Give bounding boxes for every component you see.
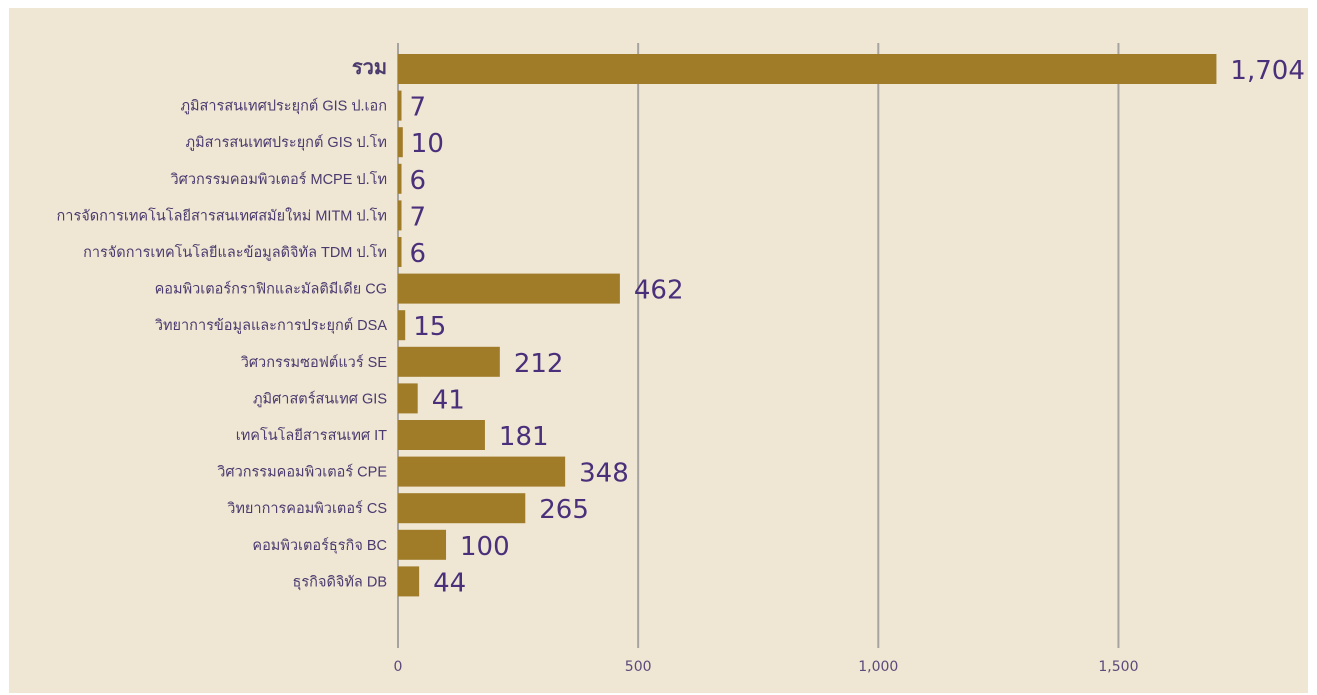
value-label: 462 (634, 276, 684, 306)
value-label: 10 (411, 129, 444, 159)
bar (398, 127, 403, 158)
category-label: ภูมิสารสนเทศประยุกต์ GIS ป.โท (186, 133, 387, 151)
value-label: 15 (413, 312, 446, 342)
category-label: เทคโนโลยีสารสนเทศ IT (236, 426, 387, 444)
value-label: 348 (579, 459, 629, 489)
category-label: การจัดการเทคโนโลยีสารสนเทศสมัยใหม่ MITM … (57, 206, 387, 224)
value-label: 265 (539, 495, 589, 525)
value-label: 41 (432, 385, 465, 415)
value-label: 100 (460, 532, 510, 562)
bar (398, 383, 418, 414)
bar (398, 493, 526, 524)
category-label: คอมพิวเตอร์กราฟิกและมัลติมีเดีย CG (155, 281, 387, 298)
x-tick-label: 1,000 (858, 659, 898, 675)
value-label: 6 (410, 239, 427, 269)
category-label: ธุรกิจดิจิทัล DB (293, 574, 387, 590)
x-tick-label: 0 (394, 659, 403, 675)
value-label: 212 (514, 349, 564, 379)
value-label: 6 (410, 166, 427, 196)
value-label: 181 (499, 422, 549, 452)
bar (398, 420, 485, 450)
bar (398, 566, 420, 597)
category-label: วิศวกรรมคอมพิวเตอร์ MCPE ป.โท (171, 170, 387, 188)
bar (398, 200, 402, 231)
category-label: วิศวกรรมซอฟต์แวร์ SE (241, 354, 388, 371)
bar (398, 456, 566, 487)
category-label: การจัดการเทคโนโลยีและข้อมูลดิจิทัล TDM ป… (83, 243, 387, 261)
category-label: วิศวกรรมคอมพิวเตอร์ CPE (217, 464, 387, 481)
x-axis-ticks: 0 500 1,000 1,500 (394, 659, 1139, 675)
value-label: 1,704 (1230, 56, 1304, 86)
bar (398, 237, 402, 267)
bar (398, 346, 500, 377)
bar (398, 54, 1217, 84)
category-label: วิทยาการข้อมูลและการประยุกต์ DSA (155, 317, 387, 334)
bar (398, 273, 620, 304)
value-label: 7 (410, 202, 427, 232)
category-label: วิทยาการคอมพิวเตอร์ CS (227, 500, 387, 517)
category-label: ภูมิสารสนเทศประยุกต์ GIS ป.เอก (180, 98, 387, 115)
value-label: 44 (433, 568, 466, 598)
chart-panel: รวมภูมิสารสนเทศประยุกต์ GIS ป.เอกภูมิสาร… (9, 8, 1308, 693)
bar (398, 310, 406, 341)
category-label: รวม (352, 57, 387, 79)
bar (398, 90, 402, 121)
category-label: คอมพิวเตอร์ธุรกิจ BC (252, 537, 387, 554)
value-labels: 1,704 7 10 6 7 6 462 15 212 41 181 348 265 100 44 (410, 56, 1305, 598)
bar (398, 163, 402, 194)
value-label: 7 (410, 93, 427, 123)
category-label: ภูมิศาสตร์สนเทศ GIS (253, 390, 387, 407)
bars (398, 54, 1217, 597)
x-tick-label: 500 (625, 659, 652, 675)
x-tick-label: 1,500 (1098, 659, 1138, 675)
bar (398, 529, 447, 560)
